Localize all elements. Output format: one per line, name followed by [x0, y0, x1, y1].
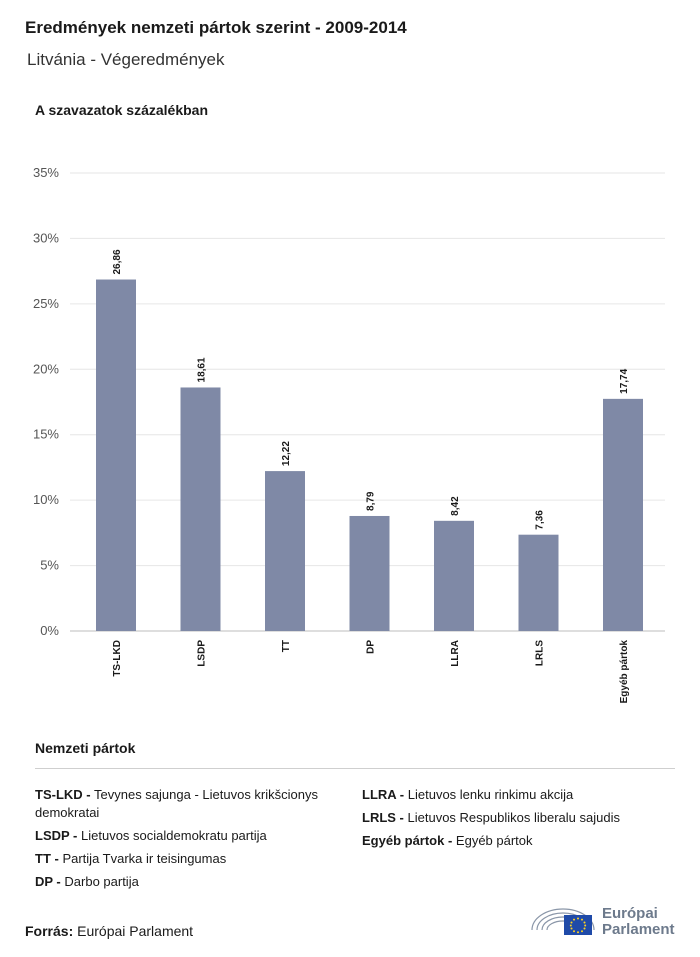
x-tick-label: TT [281, 640, 292, 652]
x-tick-label: Egyéb pártok [619, 640, 630, 704]
bar [265, 471, 305, 631]
legend-title: Nemzeti pártok [35, 740, 136, 756]
european-parliament-logo [531, 908, 595, 935]
legend-item: Egyéb pártok - Egyéb pártok [362, 833, 533, 848]
legend-item: LSDP - Lietuvos socialdemokratu partija [35, 828, 267, 843]
x-tick-label: LRLS [535, 640, 546, 666]
y-tick-label: 25% [33, 296, 59, 311]
x-tick-label: TS-LKD [112, 640, 123, 677]
x-tick-label: LSDP [197, 640, 208, 667]
source-note: Forrás: Európai Parlament [25, 923, 194, 939]
y-tick-label: 20% [33, 361, 59, 376]
bar [180, 387, 221, 631]
logo-text: Európai Parlament [602, 905, 675, 938]
legend-item: TS-LKD - Tevynes sajunga - Lietuvos krik… [35, 787, 318, 820]
y-tick-label: 35% [33, 165, 59, 180]
data-label: 12,22 [281, 441, 292, 466]
page-subtitle: Litvánia - Végeredmények [27, 50, 225, 69]
data-label: 8,42 [450, 496, 461, 516]
data-label: 7,36 [535, 510, 546, 530]
legend-column-left: TS-LKD - Tevynes sajunga - Lietuvos krik… [35, 786, 340, 896]
bar [434, 520, 474, 631]
y-tick-label: 10% [33, 492, 59, 507]
y-tick-label: 30% [33, 230, 59, 245]
x-tick-label: LLRA [450, 640, 461, 667]
chart-title: A szavazatok százalékban [35, 102, 209, 118]
page-title: Eredmények nemzeti pártok szerint - 2009… [25, 18, 407, 37]
bar [518, 534, 559, 631]
data-label: 17,74 [619, 368, 630, 393]
data-label: 8,79 [366, 491, 377, 511]
y-tick-label: 0% [40, 623, 59, 638]
bar [603, 398, 643, 631]
bar-chart: 0% 5% 10% 15% 20% 25% 30% 35% 26,86 TS-LKD 18,61 LS… [33, 165, 665, 704]
data-label: 26,86 [112, 249, 123, 274]
bar [349, 515, 390, 631]
y-tick-label: 15% [33, 427, 59, 442]
data-label: 18,61 [197, 357, 208, 382]
legend-item: DP - Darbo partija [35, 874, 139, 889]
legend-item: LLRA - Lietuvos lenku rinkimu akcija [362, 787, 574, 802]
x-tick-label: DP [366, 640, 377, 654]
legend-column-right: LLRA - Lietuvos lenku rinkimu akcija LRL… [362, 786, 672, 855]
y-tick-label: 5% [40, 558, 59, 573]
legend-item: TT - Partija Tvarka ir teisingumas [35, 851, 227, 866]
legend-item: LRLS - Lietuvos Respublikos liberalu saj… [362, 810, 620, 825]
legend-divider [35, 768, 675, 769]
bar [96, 279, 136, 631]
